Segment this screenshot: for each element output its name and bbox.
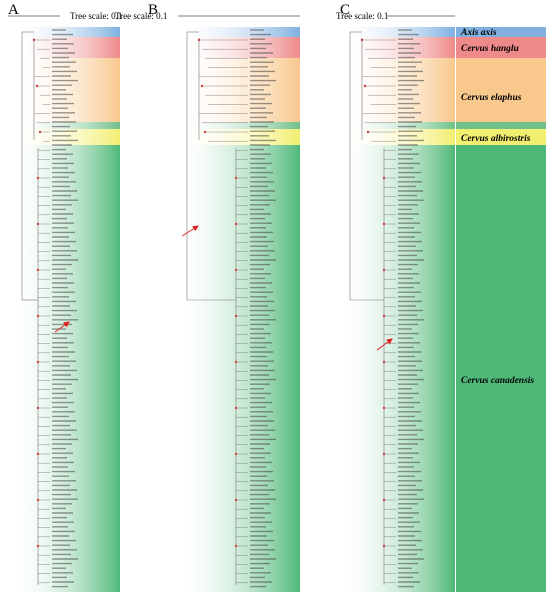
node-support <box>360 38 364 42</box>
node-support <box>36 268 40 272</box>
clade-band <box>18 122 120 129</box>
node-support <box>203 130 207 134</box>
clade-band <box>183 122 300 129</box>
clade-band <box>183 27 300 37</box>
arrow <box>54 321 70 333</box>
node-support <box>366 130 370 134</box>
node-support <box>363 84 367 88</box>
panel-label: C <box>340 2 350 18</box>
node-support <box>382 452 386 456</box>
node-support <box>36 452 40 456</box>
clade-band <box>18 145 120 592</box>
node-support <box>382 406 386 410</box>
panel-label: B <box>148 2 158 18</box>
tree-scale: Tree scale: 0.1 <box>115 11 167 21</box>
node-support <box>234 268 238 272</box>
node-support <box>234 176 238 180</box>
node-support <box>382 222 386 226</box>
node-support <box>382 360 386 364</box>
node-support <box>200 84 204 88</box>
clade-name: Axis axis <box>460 28 497 38</box>
node-support <box>36 314 40 318</box>
clade-band <box>18 37 120 58</box>
tree-scale: Tree scale: 0.1 <box>336 11 388 21</box>
node-support <box>382 268 386 272</box>
node-support <box>234 452 238 456</box>
clade-band <box>18 27 120 37</box>
node-support <box>36 498 40 502</box>
node-support <box>36 176 40 180</box>
node-support <box>36 406 40 410</box>
clade-band <box>346 145 455 592</box>
clade-band <box>183 58 300 122</box>
arrow <box>181 225 199 237</box>
clade-band <box>183 145 300 592</box>
node-support <box>234 406 238 410</box>
node-support <box>36 544 40 548</box>
clade-column <box>456 58 546 122</box>
clade-band <box>18 58 120 122</box>
node-support <box>38 130 42 134</box>
node-support <box>382 498 386 502</box>
node-support <box>234 360 238 364</box>
node-support <box>36 222 40 226</box>
clade-column <box>456 145 546 592</box>
panel-label: A <box>8 2 19 18</box>
clade-column <box>456 27 546 37</box>
node-support <box>234 222 238 226</box>
node-support <box>35 84 39 88</box>
node-support <box>382 314 386 318</box>
node-support <box>234 498 238 502</box>
clade-name: Cervus canadensis <box>461 376 534 386</box>
node-support <box>197 38 201 42</box>
clade-band <box>183 129 300 145</box>
node-support <box>234 314 238 318</box>
node-support <box>234 544 238 548</box>
tree-scale: Tree scale: 0.1 <box>70 11 122 21</box>
arrow <box>376 338 393 351</box>
node-support <box>382 544 386 548</box>
clade-column <box>456 37 546 58</box>
clade-band <box>346 37 455 58</box>
clade-column <box>456 122 546 129</box>
node-support <box>382 176 386 180</box>
clade-name: Cervus elaphus <box>461 93 522 103</box>
node-support <box>32 38 36 42</box>
clade-column <box>456 129 546 145</box>
node-support <box>36 360 40 364</box>
clade-name: Cervus hanglu <box>461 44 519 54</box>
clade-name: Cervus albirostris <box>461 134 531 144</box>
clade-band <box>346 27 455 37</box>
clade-band <box>346 122 455 129</box>
